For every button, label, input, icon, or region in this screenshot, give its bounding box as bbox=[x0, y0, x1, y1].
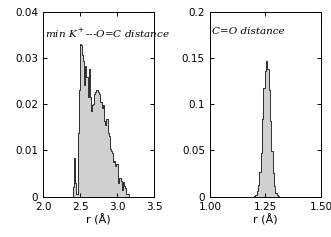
Text: min K$^+$---O=C distance: min K$^+$---O=C distance bbox=[45, 27, 170, 40]
Text: C=O distance: C=O distance bbox=[213, 27, 285, 36]
X-axis label: r (Å): r (Å) bbox=[86, 214, 111, 226]
X-axis label: r (Å): r (Å) bbox=[253, 214, 278, 226]
